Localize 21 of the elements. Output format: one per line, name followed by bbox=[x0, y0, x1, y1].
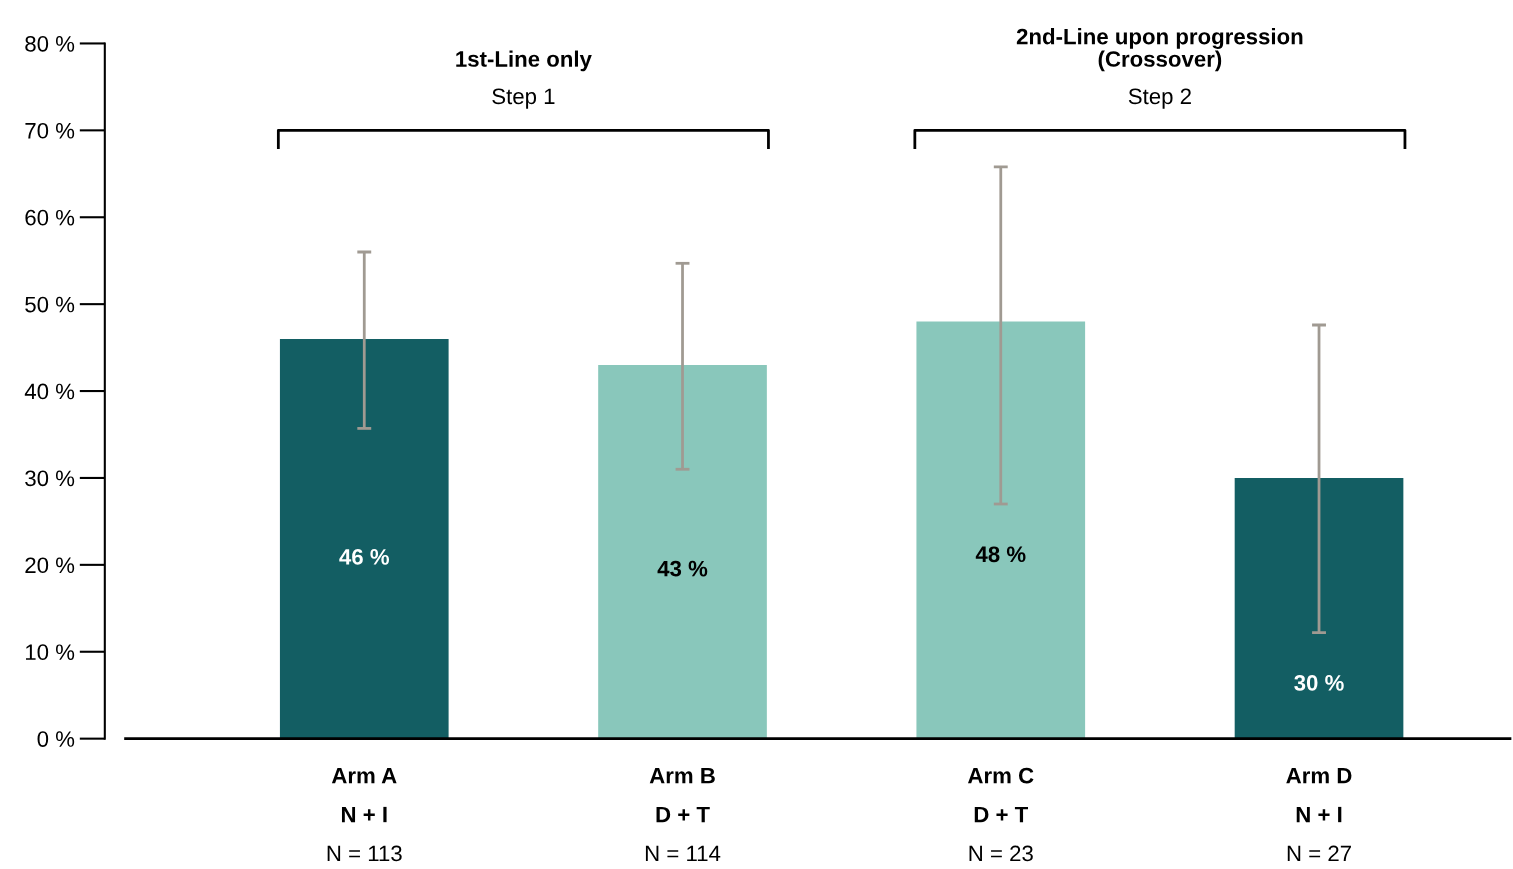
y-tick-label: 40 % bbox=[24, 383, 75, 400]
y-tick-label: 20 % bbox=[25, 557, 75, 574]
x-tick-label: Arm D N + I N = 27 bbox=[1286, 768, 1352, 862]
data-label: 43 % bbox=[657, 560, 708, 577]
annotation: 1st-Line only bbox=[456, 50, 592, 72]
y-tick-label: 0 % bbox=[37, 731, 75, 747]
data-label: 30 % bbox=[1294, 675, 1344, 691]
x-tick-label: Arm A N + I N = 113 bbox=[327, 768, 402, 862]
x-tick-label: Arm C D + T N = 23 bbox=[967, 767, 1034, 862]
y-tick-label: 80 % bbox=[25, 35, 75, 52]
y-tick-label: 60 % bbox=[25, 209, 75, 226]
x-tick-label: Arm B D + T N = 114 bbox=[645, 768, 721, 862]
y-tick-label: 10 % bbox=[26, 644, 75, 661]
annotation: 2nd-Line upon progression (Crossover) bbox=[1016, 28, 1303, 72]
y-tick-label: 70 % bbox=[25, 122, 75, 139]
data-label: 48 % bbox=[975, 546, 1026, 563]
y-tick-label: 50 % bbox=[25, 296, 75, 313]
data-label: 46 % bbox=[339, 549, 390, 565]
annotation: Step 1 bbox=[492, 88, 555, 109]
y-tick-label: 30 % bbox=[25, 470, 75, 487]
annotation: Step 2 bbox=[1128, 88, 1191, 109]
